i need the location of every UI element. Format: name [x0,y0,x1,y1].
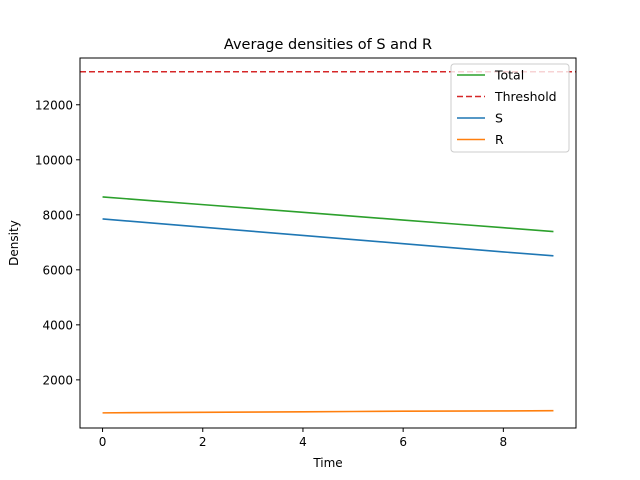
legend-label-threshold: Threshold [494,89,557,104]
x-tick-label: 6 [399,435,407,449]
legend-label-r: R [495,132,504,147]
axes-frame [79,57,577,429]
chart-title: Average densities of S and R [224,37,432,53]
y-tick-label: 2000 [42,373,73,387]
x-tick-label: 8 [500,435,508,449]
y-tick-label: 4000 [42,318,73,332]
y-tick-label: 8000 [42,208,73,222]
plot-area [80,70,576,414]
x-axis-label: Time [312,456,342,470]
y-tick-label: 10000 [35,153,73,167]
y-tick-label: 12000 [35,98,73,112]
y-axis-label: Density [7,220,21,266]
legend: Total Threshold SR [450,63,570,153]
legend-box [450,63,570,153]
series-line-r [102,409,554,414]
series-line-s [102,218,554,257]
x-tick-label: 2 [199,435,207,449]
x-tick-label: 0 [99,435,107,449]
series-line-total [102,196,554,233]
y-tick-label: 6000 [42,263,73,277]
x-tick-label: 4 [299,435,307,449]
legend-label-total: Total [494,68,524,83]
legend-label-s: S [495,111,503,126]
axis-ticks: 0 2 4 6 8 2000 4000 6000 8000 10000 12000 [35,98,507,449]
